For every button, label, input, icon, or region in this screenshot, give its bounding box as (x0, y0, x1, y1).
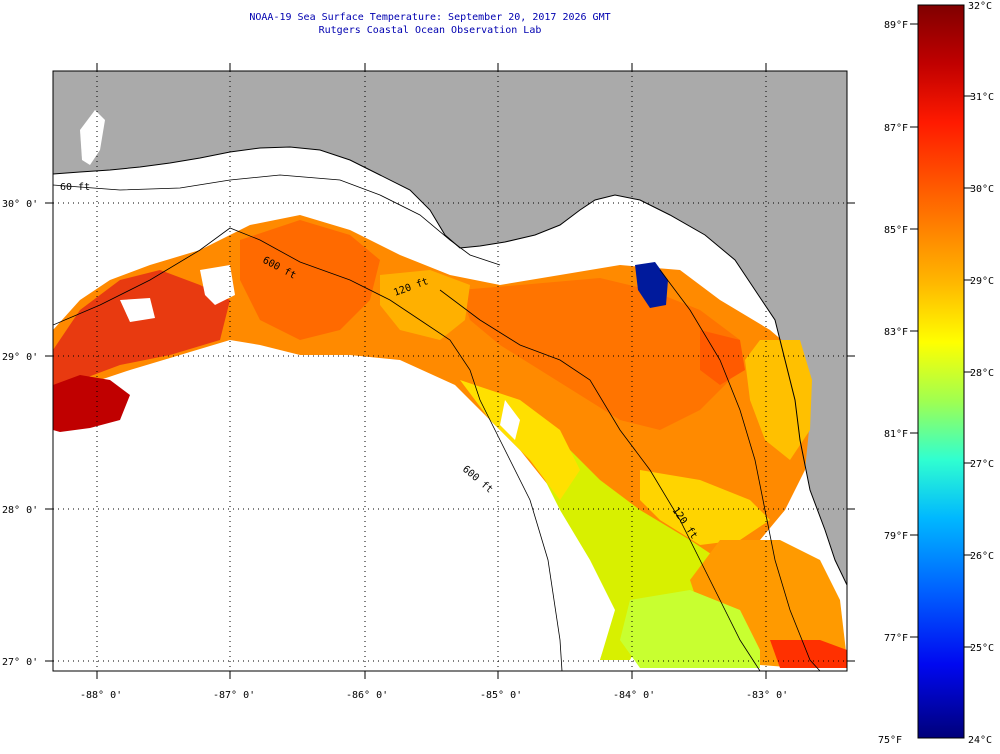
lon-label: -88° 0' (80, 690, 122, 701)
lat-label: 27° 0' (2, 657, 38, 668)
lat-label: 30° 0' (2, 199, 38, 210)
fahrenheit-label: 89°F (884, 20, 908, 31)
land-area (53, 71, 847, 585)
colorbar-ticks (910, 23, 972, 648)
celsius-label: 24°C (968, 735, 992, 746)
fahrenheit-label: 83°F (884, 327, 908, 338)
chart-subtitle: Rutgers Coastal Ocean Observation Lab (318, 25, 542, 36)
colorbar (917, 4, 965, 739)
lon-label: -84° 0' (613, 690, 655, 701)
coastline (53, 146, 847, 586)
celsius-label: 28°C (970, 368, 994, 379)
fahrenheit-label: 75°F (878, 735, 902, 746)
bathymetry-contours (53, 174, 821, 671)
lat-label: 28° 0' (2, 505, 38, 516)
map-frame (52, 70, 848, 672)
celsius-label: 31°C (970, 92, 994, 103)
fahrenheit-label: 85°F (884, 225, 908, 236)
land-bay (80, 110, 105, 165)
graticule (53, 71, 847, 671)
fahrenheit-label: 87°F (884, 123, 908, 134)
lon-label: -85° 0' (480, 690, 522, 701)
celsius-label: 26°C (970, 551, 994, 562)
lat-label: 29° 0' (2, 352, 38, 363)
lon-label: -86° 0' (346, 690, 388, 701)
lon-label: -83° 0' (746, 690, 788, 701)
fahrenheit-label: 77°F (884, 633, 908, 644)
lon-label: -87° 0' (213, 690, 255, 701)
contour-label: 60 ft (60, 182, 90, 193)
fahrenheit-label: 79°F (884, 531, 908, 542)
fahrenheit-label: 81°F (884, 429, 908, 440)
chart-title: NOAA-19 Sea Surface Temperature: Septemb… (249, 12, 611, 23)
sst-field (53, 215, 847, 668)
axis-ticks (45, 63, 855, 679)
celsius-label: 32°C (968, 1, 992, 12)
celsius-label: 30°C (970, 184, 994, 195)
celsius-label: 25°C (970, 643, 994, 654)
celsius-label: 29°C (970, 276, 994, 287)
contour-label: 600 ft (460, 464, 495, 496)
celsius-label: 27°C (970, 459, 994, 470)
